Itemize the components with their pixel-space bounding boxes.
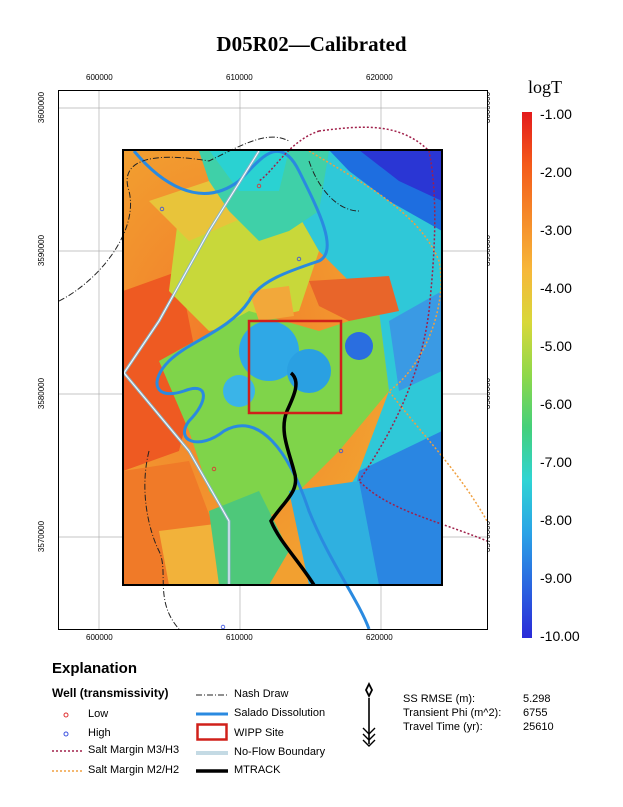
- model-domain-outline: [122, 149, 443, 586]
- legend-high: High: [88, 727, 111, 739]
- legend-heading: Explanation: [52, 660, 138, 677]
- colorbar-label: -4.00: [540, 280, 572, 296]
- nash-draw-icon: [196, 694, 228, 696]
- colorbar-label: -3.00: [540, 222, 572, 238]
- legend-low: Low: [88, 708, 109, 720]
- legend-subheading: Well (transmissivity): [52, 686, 169, 700]
- salt-margin-m3-icon: [52, 750, 84, 752]
- mtrack-icon: [196, 769, 228, 773]
- salado-icon: [196, 712, 228, 716]
- north-arrow-icon: [362, 682, 376, 747]
- x-tick-top-2: 620000: [366, 73, 393, 82]
- phi-value: 6755: [523, 707, 548, 719]
- salt-margin-m2-line: [308, 150, 487, 522]
- x-tick-top-0: 600000: [86, 73, 113, 82]
- colorbar-label: -10.00: [540, 628, 580, 644]
- legend-mtrack: MTRACK: [234, 764, 281, 776]
- low-well-icon: [63, 712, 69, 718]
- phi-label: Transient Phi (m^2):: [403, 707, 502, 719]
- no-flow-boundary-icon: [196, 751, 228, 755]
- colorbar-label: -7.00: [540, 454, 572, 470]
- y-tick-left-2: 3580000: [37, 377, 47, 410]
- legend-salt-m2: Salt Margin M2/H2: [88, 764, 180, 776]
- x-tick-top-1: 610000: [226, 73, 253, 82]
- colorbar-label: -6.00: [540, 396, 572, 412]
- legend-no-flow: No-Flow Boundary: [234, 746, 326, 758]
- travel-time-value: 25610: [523, 721, 554, 733]
- salado-dissolution-line: [132, 149, 371, 629]
- model-domain: [123, 150, 442, 585]
- map-title: D05R02—Calibrated: [216, 32, 407, 56]
- rmse-label: SS RMSE (m):: [403, 693, 476, 705]
- salt-margin-m2-icon: [52, 770, 84, 772]
- colorbar-title: logT: [528, 77, 562, 97]
- colorbar-label: -9.00: [540, 570, 572, 586]
- legend-salt-m3: Salt Margin M3/H3: [88, 744, 180, 756]
- x-tick-bottom-0: 600000: [86, 633, 113, 642]
- colorbar-label: -5.00: [540, 338, 572, 354]
- rmse-value: 5.298: [523, 693, 551, 705]
- wipp-site-box: [247, 319, 343, 415]
- travel-time-label: Travel Time (yr):: [403, 721, 483, 733]
- y-tick-left-1: 3590000: [37, 234, 47, 267]
- colorbar-label: -8.00: [540, 512, 572, 528]
- colorbar-gradient: [522, 112, 532, 638]
- colorbar-label: -1.00: [540, 106, 572, 122]
- salt-margin-m3-line: [258, 126, 487, 542]
- mtrack-line: [269, 371, 316, 586]
- y-tick-left-0: 3600000: [37, 91, 47, 124]
- legend-salado: Salado Dissolution: [234, 707, 326, 719]
- x-tick-bottom-2: 620000: [366, 633, 393, 642]
- well-markers: [159, 183, 344, 629]
- x-tick-bottom-1: 610000: [226, 633, 253, 642]
- transmissivity-map: [59, 91, 487, 629]
- y-tick-left-3: 3570000: [37, 520, 47, 553]
- wipp-site-icon: [196, 723, 228, 741]
- legend-nash-draw: Nash Draw: [234, 688, 289, 700]
- colorbar-label: -2.00: [540, 164, 572, 180]
- map-frame: [58, 90, 488, 630]
- high-well-icon: [63, 731, 69, 737]
- legend-wipp: WIPP Site: [234, 727, 284, 739]
- nash-draw-line: [59, 136, 360, 629]
